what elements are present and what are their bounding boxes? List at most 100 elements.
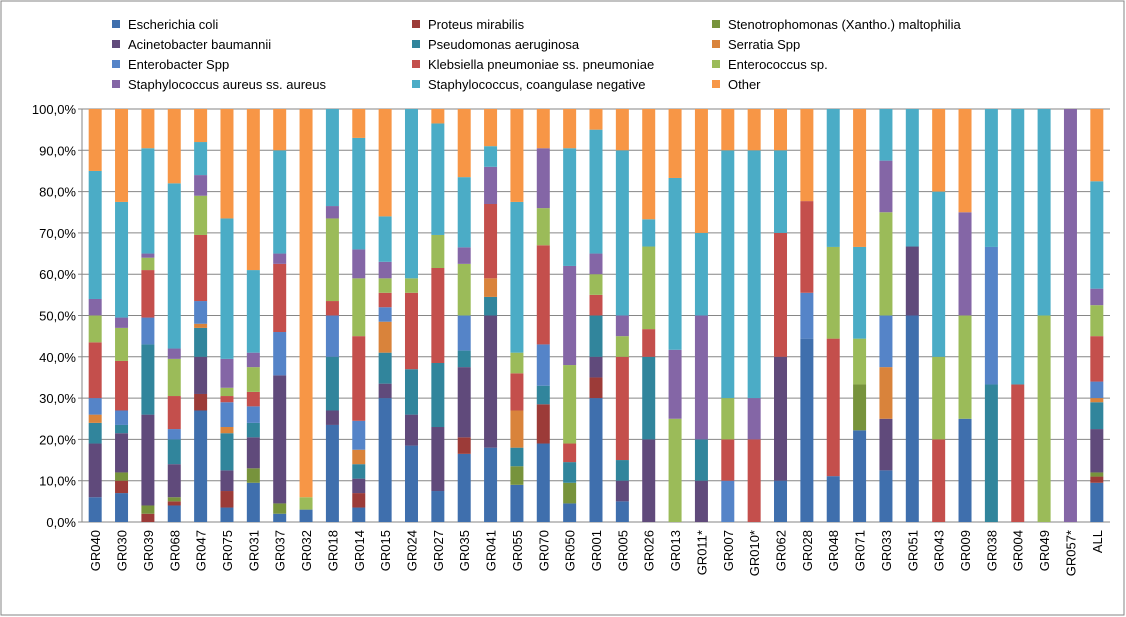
bar-segment — [563, 148, 577, 266]
bar-segment — [668, 109, 682, 178]
bar-segment — [194, 410, 208, 522]
bar-segment — [457, 453, 471, 522]
bar-segment — [115, 109, 129, 202]
bar-segment — [325, 315, 339, 357]
bar-segment — [220, 402, 234, 428]
bar-segment — [615, 109, 629, 151]
bar-segment — [747, 439, 761, 522]
bar-segment — [246, 437, 260, 469]
bar-segment — [615, 460, 629, 481]
bar-segment — [1011, 109, 1025, 385]
bar-segment — [352, 109, 366, 138]
bar-segment — [325, 218, 339, 302]
bar-segment — [246, 109, 260, 271]
bar-segment — [1090, 402, 1104, 430]
bar-segment — [404, 292, 418, 370]
bar-segment — [536, 148, 550, 209]
bar-segment — [141, 109, 155, 149]
bar-segment — [879, 212, 893, 316]
bar-segment — [246, 468, 260, 483]
legend-swatch — [112, 60, 120, 68]
bar-segment — [1090, 288, 1104, 306]
bar-segment — [536, 404, 550, 444]
legend-label: Staphylococcus aureus ss. aureus — [128, 77, 326, 92]
bar-segment — [879, 418, 893, 471]
x-tick-label: GR007 — [721, 530, 736, 571]
bar-segment — [141, 270, 155, 318]
bar-segment — [1090, 381, 1104, 399]
x-tick-label: GR009 — [958, 530, 973, 571]
bar-segment — [246, 367, 260, 392]
bar-segment — [273, 332, 287, 376]
bar-segment — [563, 482, 577, 504]
bar-segment — [88, 298, 102, 316]
bar-segment — [167, 109, 181, 184]
bar-segment — [615, 356, 629, 461]
bar-segment — [273, 513, 287, 522]
y-tick-label: 40,0% — [39, 350, 76, 365]
bar-segment — [246, 352, 260, 368]
bar-segment — [431, 427, 445, 492]
bar-segment — [589, 274, 603, 295]
bar-segment — [747, 109, 761, 151]
bar-segment — [352, 478, 366, 494]
bar-segment — [246, 406, 260, 423]
bar-segment — [642, 219, 656, 247]
bar-segment — [352, 137, 366, 250]
bar-segment — [88, 422, 102, 444]
bar-segment — [484, 166, 498, 204]
bar-segment — [194, 234, 208, 302]
bar-segment — [167, 505, 181, 522]
bar-segment — [141, 257, 155, 271]
bar-segment — [589, 109, 603, 130]
bar-segment — [246, 422, 260, 438]
bar-segment — [115, 493, 129, 522]
x-tick-label: GR040 — [88, 530, 103, 571]
y-tick-label: 50,0% — [39, 309, 76, 324]
bar-segment — [589, 294, 603, 316]
bar-segment — [563, 265, 577, 366]
y-tick-label: 90,0% — [39, 143, 76, 158]
bar-segment — [932, 191, 946, 357]
x-tick-label: GR001 — [589, 530, 604, 571]
bar-segment — [958, 109, 972, 213]
bar-segment — [431, 234, 445, 269]
x-tick-label: GR014 — [352, 530, 367, 571]
bar-segment — [1090, 109, 1104, 182]
bar-segment — [642, 246, 656, 330]
bar-segment — [510, 109, 524, 202]
bar-segment — [457, 177, 471, 248]
bar-segment — [404, 445, 418, 522]
bar-segment — [484, 315, 498, 448]
bar-segment — [457, 367, 471, 438]
x-tick-label: GR013 — [668, 530, 683, 571]
y-tick-label: 100,0% — [32, 102, 77, 117]
bar-segment — [352, 464, 366, 479]
x-tick-label: GR031 — [246, 530, 261, 571]
bar-segment — [352, 420, 366, 450]
bar-segment — [484, 278, 498, 297]
bar-segment — [431, 268, 445, 363]
bar-segment — [800, 338, 814, 522]
bar-segment — [536, 109, 550, 149]
bar-segment — [431, 362, 445, 428]
x-tick-label: GR035 — [457, 530, 472, 571]
x-tick-label: GR047 — [194, 530, 209, 571]
bar-segment — [194, 393, 208, 411]
legend-swatch — [712, 20, 720, 28]
bar-segment — [774, 232, 788, 357]
bar-segment — [905, 246, 919, 316]
bar-segment — [194, 142, 208, 176]
bar-segment — [457, 109, 471, 178]
bar-segment — [141, 148, 155, 254]
bar-segment — [88, 414, 102, 423]
bar-segment — [932, 439, 946, 522]
bar-segment — [115, 317, 129, 328]
bar-segment — [141, 317, 155, 345]
bar-segment — [352, 493, 366, 508]
bar-segment — [826, 109, 840, 247]
x-tick-label: GR049 — [1037, 530, 1052, 571]
bar-segment — [220, 109, 234, 219]
bar-segment — [668, 177, 682, 350]
